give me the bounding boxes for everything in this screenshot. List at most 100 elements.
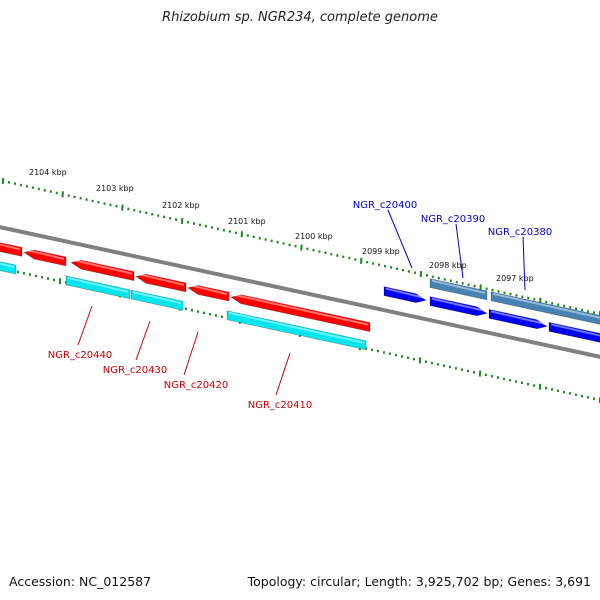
outer-minor-tick bbox=[342, 255, 345, 259]
scale-tick-label: 2099 kbp bbox=[362, 247, 400, 256]
gene-label-layer: 2104 kbp 2103 kbp 2102 kbp 2101 kbp 2100 kbp… bbox=[29, 168, 552, 411]
outer-minor-tick bbox=[91, 199, 94, 203]
inner-minor-tick bbox=[448, 365, 452, 369]
cds-feature[interactable] bbox=[65, 275, 131, 300]
outer-minor-tick bbox=[49, 190, 52, 193]
outer-major-tick bbox=[240, 231, 243, 238]
inner-minor-tick bbox=[586, 396, 590, 399]
outer-minor-tick bbox=[425, 274, 428, 277]
outer-minor-tick bbox=[276, 240, 279, 244]
outer-minor-tick bbox=[7, 181, 11, 184]
reverse-gene[interactable] bbox=[187, 284, 230, 302]
outer-minor-tick bbox=[378, 263, 381, 267]
inner-minor-tick bbox=[424, 360, 428, 363]
inner-minor-tick bbox=[460, 368, 464, 371]
cds-feature[interactable] bbox=[226, 310, 367, 351]
gene-label-reverse[interactable]: NGR_c20410 bbox=[248, 400, 313, 411]
outer-minor-tick bbox=[372, 262, 375, 265]
inner-minor-tick bbox=[184, 307, 188, 311]
inner-minor-tick bbox=[442, 364, 446, 367]
outer-minor-tick bbox=[85, 198, 88, 201]
outer-minor-tick bbox=[210, 226, 214, 229]
inner-minor-tick bbox=[40, 275, 44, 279]
gene-label-forward[interactable]: NGR_c20390 bbox=[421, 214, 486, 225]
outer-major-tick bbox=[539, 297, 542, 304]
outer-major-tick bbox=[121, 204, 124, 211]
forward-gene[interactable] bbox=[429, 296, 488, 317]
inner-minor-tick bbox=[190, 308, 194, 312]
inner-minor-tick bbox=[532, 384, 536, 387]
cds-feature[interactable] bbox=[130, 289, 184, 311]
inner-minor-tick bbox=[484, 373, 488, 377]
inner-minor-tick bbox=[370, 348, 374, 352]
forward-gene[interactable] bbox=[548, 321, 600, 343]
outer-minor-tick bbox=[228, 230, 231, 233]
gene-label-reverse[interactable]: NGR_c20420 bbox=[164, 380, 229, 391]
scale-tick-label: 2101 kbp bbox=[228, 217, 266, 226]
outer-minor-tick bbox=[288, 243, 291, 247]
gene-label-forward[interactable]: NGR_c20400 bbox=[353, 200, 418, 211]
outer-minor-tick bbox=[545, 300, 548, 304]
inner-major-tick bbox=[418, 357, 422, 364]
genome-summary-text: Topology: circular; Length: 3,925,702 bp… bbox=[247, 574, 591, 589]
outer-minor-tick bbox=[330, 252, 333, 256]
reverse-gene[interactable] bbox=[135, 273, 187, 293]
outer-major-tick bbox=[300, 244, 303, 251]
outer-minor-tick bbox=[13, 182, 17, 185]
outer-minor-tick bbox=[575, 307, 578, 310]
inner-minor-tick bbox=[454, 367, 458, 370]
outer-minor-tick bbox=[282, 242, 285, 245]
outer-minor-tick bbox=[55, 191, 58, 195]
outer-minor-tick bbox=[145, 211, 148, 215]
outer-major-tick bbox=[1, 177, 5, 185]
forward-gene[interactable] bbox=[383, 286, 427, 303]
outer-minor-tick bbox=[318, 250, 321, 253]
outer-minor-tick bbox=[413, 271, 417, 275]
inner-minor-tick bbox=[574, 393, 578, 396]
inner-minor-tick bbox=[562, 390, 566, 394]
forward-feature[interactable] bbox=[490, 291, 600, 327]
outer-minor-tick bbox=[569, 306, 572, 309]
reverse-gene[interactable] bbox=[23, 248, 67, 267]
reverse-gene[interactable] bbox=[0, 242, 23, 257]
gene-label-reverse[interactable]: NGR_c20440 bbox=[48, 350, 113, 361]
outer-minor-tick bbox=[455, 280, 458, 284]
inner-minor-tick bbox=[490, 374, 494, 378]
scale-tick-label: 2097 kbp bbox=[496, 274, 534, 283]
gene-label-reverse[interactable]: NGR_c20430 bbox=[103, 365, 168, 376]
inner-minor-tick bbox=[394, 353, 398, 357]
scale-tick-label: 2102 kbp bbox=[162, 201, 200, 210]
inner-minor-tick bbox=[502, 377, 506, 381]
reverse-gene[interactable] bbox=[230, 293, 371, 333]
inner-minor-tick bbox=[382, 351, 386, 354]
inner-minor-tick bbox=[196, 310, 200, 313]
inner-minor-tick bbox=[34, 274, 38, 278]
outer-minor-tick bbox=[246, 234, 249, 237]
gene-label-forward[interactable]: NGR_c20380 bbox=[488, 227, 553, 238]
outer-minor-tick bbox=[115, 205, 118, 208]
inner-minor-tick bbox=[46, 277, 50, 280]
accession-text: Accession: NC_012587 bbox=[9, 574, 152, 589]
scale-tick-label: 2103 kbp bbox=[96, 184, 134, 193]
outer-minor-tick bbox=[258, 236, 261, 240]
outer-minor-tick bbox=[306, 247, 309, 251]
leader-line bbox=[387, 209, 413, 269]
leader-line bbox=[455, 223, 464, 279]
outer-minor-tick bbox=[204, 224, 208, 228]
outer-minor-tick bbox=[503, 291, 506, 294]
outer-minor-tick bbox=[449, 279, 452, 283]
outer-minor-tick bbox=[192, 222, 196, 225]
reverse-gene[interactable] bbox=[70, 259, 135, 282]
inner-minor-tick bbox=[550, 388, 554, 391]
outer-minor-tick bbox=[264, 238, 267, 241]
leader-line bbox=[522, 236, 526, 291]
forward-feature[interactable] bbox=[429, 278, 488, 301]
inner-minor-tick bbox=[520, 381, 524, 385]
outer-minor-tick bbox=[312, 248, 315, 252]
forward-gene[interactable] bbox=[488, 308, 548, 330]
inner-minor-tick bbox=[508, 378, 512, 382]
outer-minor-tick bbox=[216, 227, 219, 231]
outer-minor-tick bbox=[366, 260, 369, 264]
cds-feature[interactable] bbox=[0, 260, 17, 275]
